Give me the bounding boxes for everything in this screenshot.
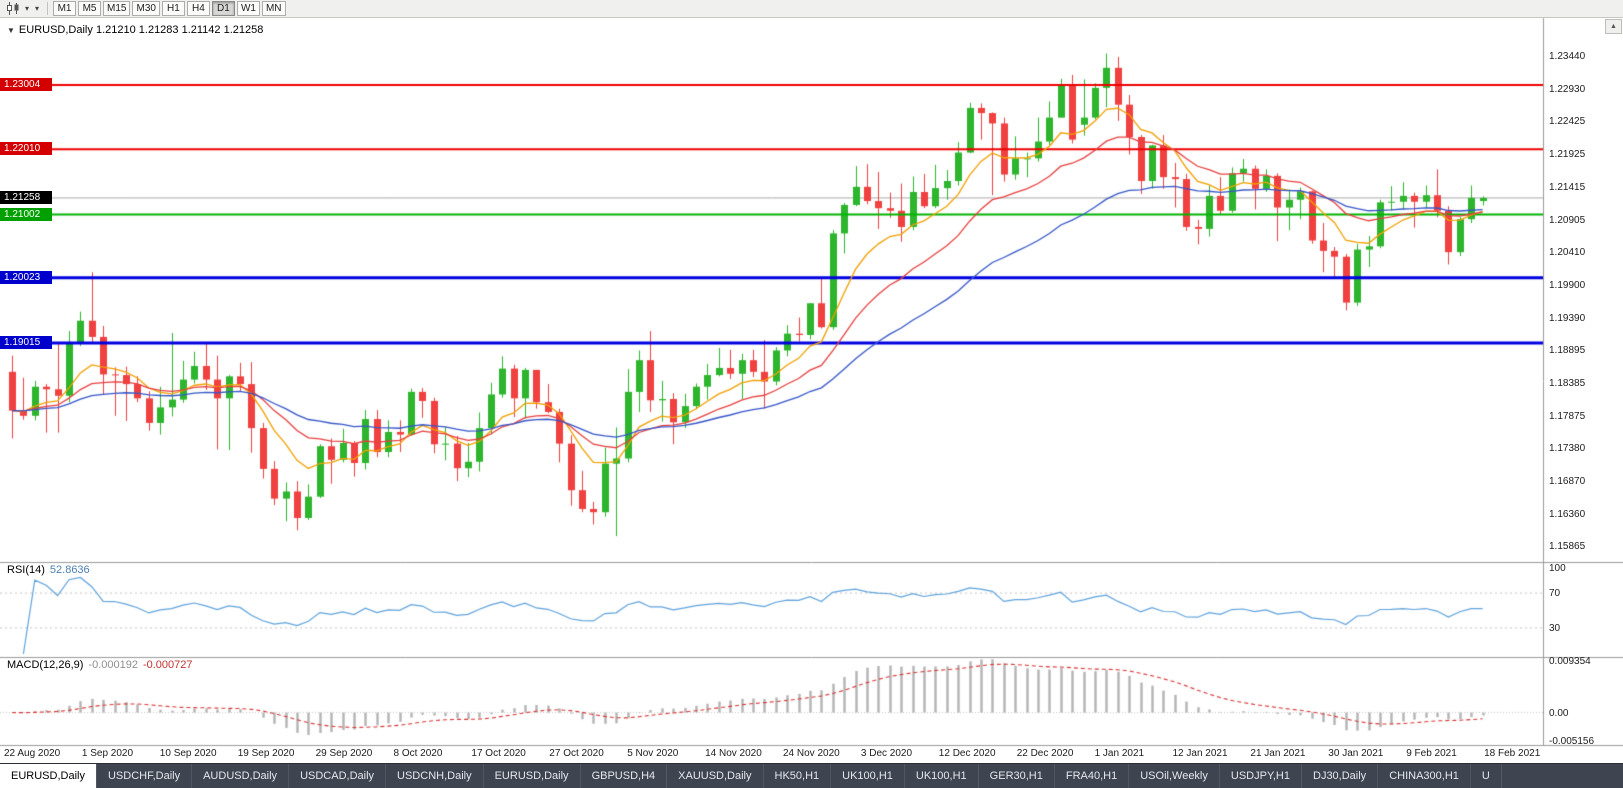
chart-tab-1-usdchf-daily[interactable]: USDCHF,Daily [97, 764, 193, 788]
timeframe-button-h4[interactable]: H4 [186, 1, 210, 16]
chart-ohlc-values: 1.21210 1.21283 1.21142 1.21258 [95, 24, 264, 36]
macd-indicator-label: MACD(12,26,9) -0.000192 -0.000727 [7, 659, 193, 671]
macd-main-value: -0.000192 [88, 659, 138, 671]
chart-tab-8-hk50-h1[interactable]: HK50,H1 [764, 764, 832, 788]
chart-symbol-period: EURUSD,Daily [18, 24, 93, 36]
rsi-value: 52.8636 [49, 564, 90, 576]
timeframe-button-m30[interactable]: M30 [132, 1, 160, 16]
timeframe-button-m1[interactable]: M1 [53, 1, 77, 16]
chart-tab-16-china300-h1[interactable]: CHINA300,H1 [1378, 764, 1471, 788]
chart-type-icon[interactable] [4, 1, 22, 17]
timeframe-button-w1[interactable]: W1 [236, 1, 260, 16]
timeframe-toolbar: ▾ ▾ M1 M5 M15 M30 H1 H4 D1 W1 MN [0, 0, 1623, 18]
chart-tab-4-usdcnh-daily[interactable]: USDCNH,Daily [386, 764, 484, 788]
chart-tab-5-eurusd-daily[interactable]: EURUSD,Daily [484, 764, 581, 788]
timeframe-button-h1[interactable]: H1 [161, 1, 185, 16]
chart-tab-6-gbpusd-h4[interactable]: GBPUSD,H4 [581, 764, 668, 788]
symbol-marker-icon: ▼ [7, 26, 15, 35]
rsi-indicator-label: RSI(14) 52.8636 [7, 564, 90, 576]
chart-tab-10-uk100-h1[interactable]: UK100,H1 [905, 764, 979, 788]
chart-tab-0-eurusd-daily[interactable]: EURUSD,Daily [0, 764, 97, 788]
macd-name: MACD(12,26,9) [7, 659, 84, 671]
chart-tab-15-dj30-daily[interactable]: DJ30,Daily [1302, 764, 1379, 788]
chart-tab-bar: EURUSD,Daily USDCHF,Daily AUDUSD,Daily USDC… [0, 763, 1623, 788]
macd-signal-value: -0.000727 [142, 659, 193, 671]
timeframe-button-m5[interactable]: M5 [78, 1, 102, 16]
chart-type-dropdown-icon[interactable]: ▾ [25, 3, 30, 13]
chart-title: ▼ EURUSD,Daily 1.21210 1.21283 1.21142 1.… [7, 24, 263, 36]
chart-tab-2-audusd-daily[interactable]: AUDUSD,Daily [192, 764, 290, 788]
zoom-dropdown-icon[interactable]: ▾ [35, 3, 40, 13]
chart-tab-13-usoil-weekly[interactable]: USOil,Weekly [1129, 764, 1220, 788]
chart-tab-17-u[interactable]: U [1471, 764, 1502, 788]
chart-tab-11-ger30-h1[interactable]: GER30,H1 [979, 764, 1055, 788]
timeframe-button-d1[interactable]: D1 [211, 1, 235, 16]
timeframe-button-m15[interactable]: M15 [103, 1, 131, 16]
chart-tab-12-fra40-h1[interactable]: FRA40,H1 [1055, 764, 1130, 788]
toolbar-separator [47, 2, 49, 15]
rsi-name: RSI(14) [7, 564, 45, 576]
timeframe-buttons: M1 M5 M15 M30 H1 H4 D1 W1 MN [53, 1, 287, 16]
timeframe-button-mn[interactable]: MN [261, 1, 286, 16]
chart-tab-3-usdcad-daily[interactable]: USDCAD,Daily [289, 764, 387, 788]
price-chart-canvas[interactable] [0, 0, 1623, 763]
chart-tab-7-xauusd-daily[interactable]: XAUUSD,Daily [667, 764, 764, 788]
chart-tab-9-uk100-h1[interactable]: UK100,H1 [831, 764, 905, 788]
scroll-up-button[interactable]: ▲ [1605, 19, 1622, 34]
chart-tab-14-usdjpy-h1[interactable]: USDJPY,H1 [1220, 764, 1302, 788]
